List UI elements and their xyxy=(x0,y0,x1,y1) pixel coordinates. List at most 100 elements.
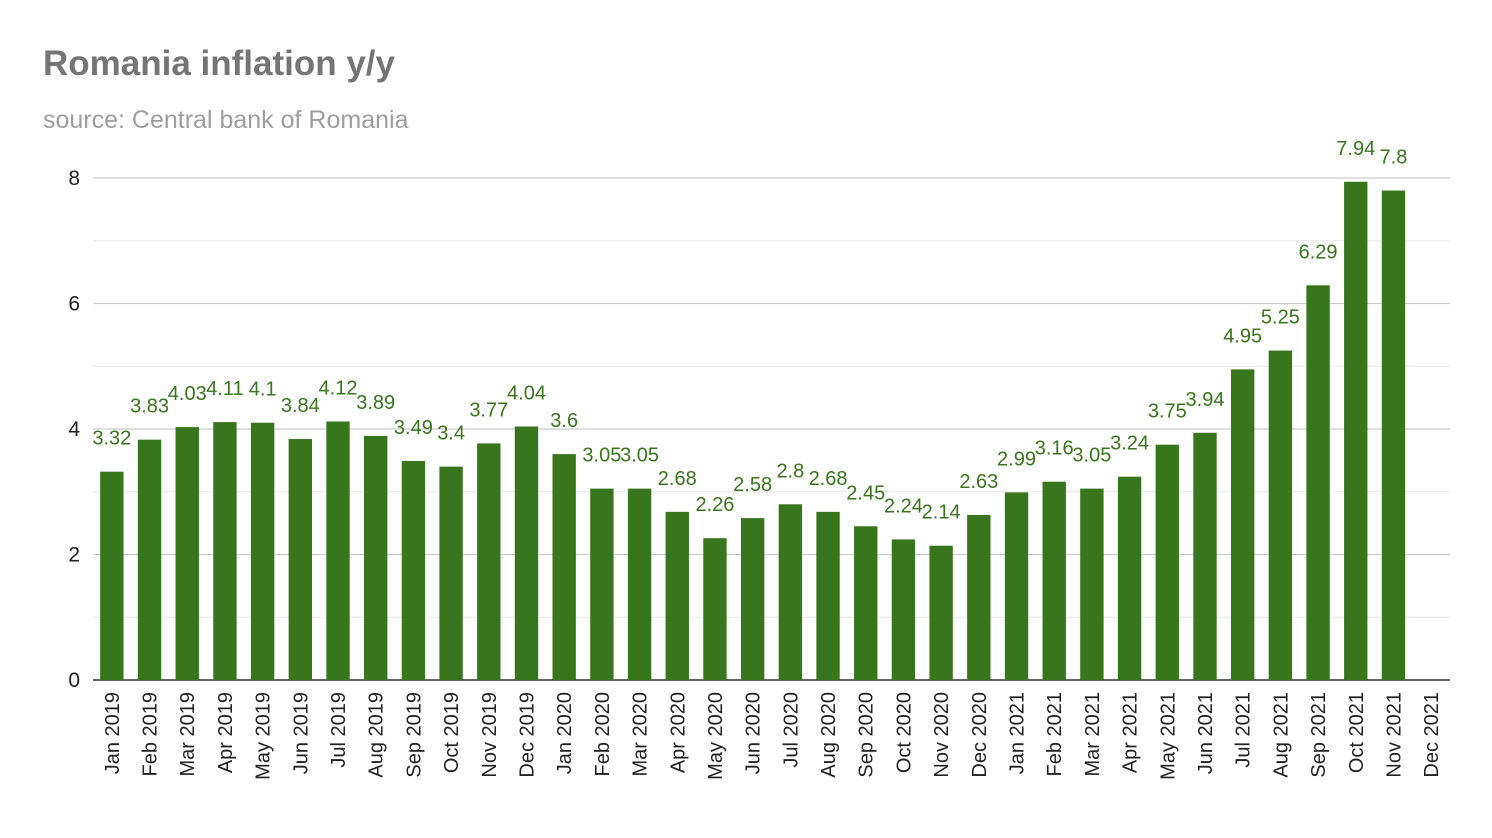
x-tick-label: Nov 2019 xyxy=(479,692,501,778)
data-label: 3.77 xyxy=(469,399,508,421)
bar xyxy=(1004,492,1029,680)
bar xyxy=(703,538,727,680)
bar xyxy=(891,539,916,680)
x-tick-label: Jun 2020 xyxy=(743,692,765,774)
x-tick-label: Mar 2020 xyxy=(630,692,652,777)
data-label: 3.84 xyxy=(281,395,320,417)
bar xyxy=(1155,444,1179,680)
bar xyxy=(816,511,840,680)
x-tick-label: Nov 2021 xyxy=(1383,692,1405,778)
x-tick-label: Jul 2019 xyxy=(328,692,350,768)
gridlines xyxy=(93,177,1450,681)
bar xyxy=(627,488,652,680)
data-label: 3.75 xyxy=(1148,401,1187,423)
data-label: 4.03 xyxy=(168,383,207,405)
y-tick-label: 8 xyxy=(68,167,80,190)
x-tick-label: Aug 2021 xyxy=(1270,692,1292,778)
bar xyxy=(1268,350,1293,680)
x-tick-label: Dec 2021 xyxy=(1421,692,1443,778)
data-label: 4.1 xyxy=(249,379,277,401)
y-axis: 0 2 4 6 8 xyxy=(68,167,80,692)
data-labels: 3.323.834.03 4.11 4.13.844.123.893.49 3.43.… xyxy=(92,138,1407,524)
bar xyxy=(364,435,388,680)
x-tick-label: Dec 2019 xyxy=(516,692,538,778)
x-tick-label: May 2019 xyxy=(253,692,275,780)
bar xyxy=(137,439,162,680)
y-tick-label: 4 xyxy=(68,418,80,441)
bar xyxy=(929,545,953,680)
x-tick-label: Sep 2020 xyxy=(856,692,878,778)
data-label: 3.49 xyxy=(394,417,433,439)
x-tick-label: Sep 2021 xyxy=(1308,692,1330,778)
bars xyxy=(100,181,1406,681)
data-label: 2.68 xyxy=(809,468,848,490)
bar xyxy=(326,421,350,680)
bar xyxy=(1230,369,1255,680)
data-label: 2.58 xyxy=(733,474,772,496)
bar xyxy=(250,422,275,680)
x-tick-label: Jan 2019 xyxy=(102,692,124,774)
x-tick-label: Mar 2021 xyxy=(1082,692,1104,777)
x-tick-label: Oct 2021 xyxy=(1346,692,1368,773)
bar xyxy=(213,422,237,680)
bar xyxy=(401,461,426,680)
bar xyxy=(854,526,878,680)
bar xyxy=(175,427,199,680)
y-tick-label: 6 xyxy=(68,293,80,316)
bar xyxy=(665,511,689,680)
data-label: 3.89 xyxy=(356,392,395,414)
data-label: 4.11 xyxy=(206,378,243,400)
data-label: 4.95 xyxy=(1223,325,1262,347)
x-tick-label: Apr 2020 xyxy=(667,692,689,773)
data-label: 7.8 xyxy=(1380,147,1408,169)
x-tick-label: Apr 2019 xyxy=(215,692,237,773)
data-label: 4.12 xyxy=(319,377,358,399)
bar xyxy=(740,518,765,680)
bar xyxy=(590,488,614,680)
x-tick-label: Feb 2020 xyxy=(592,692,614,777)
x-tick-label: Nov 2020 xyxy=(931,692,953,778)
data-label: 2.24 xyxy=(884,495,923,517)
bar xyxy=(1381,190,1406,681)
bar xyxy=(552,454,576,680)
data-label: 2.68 xyxy=(658,468,697,490)
x-tick-label: Dec 2020 xyxy=(969,692,991,778)
x-tick-label: Jun 2021 xyxy=(1195,692,1217,774)
data-label: 3.6 xyxy=(550,410,578,432)
data-label: 2.8 xyxy=(776,460,804,482)
x-tick-label: Feb 2019 xyxy=(140,692,162,777)
data-label: 3.4 xyxy=(437,423,465,445)
x-tick-label: Jan 2021 xyxy=(1007,692,1029,774)
x-tick-label: May 2020 xyxy=(705,692,727,780)
data-label: 3.05 xyxy=(582,445,621,467)
bar xyxy=(1344,181,1368,680)
bar xyxy=(288,439,313,680)
bar xyxy=(514,426,539,680)
x-tick-label: Jul 2021 xyxy=(1233,692,1255,768)
data-label: 2.99 xyxy=(997,448,1036,470)
bar xyxy=(1306,285,1330,680)
bar xyxy=(1117,476,1142,680)
data-label: 7.94 xyxy=(1336,138,1375,160)
x-tick-label: Jan 2020 xyxy=(554,692,576,774)
data-label: 2.45 xyxy=(846,482,885,504)
y-tick-label: 2 xyxy=(68,544,80,567)
data-label: 3.05 xyxy=(1072,445,1111,467)
x-tick-label: Aug 2020 xyxy=(818,692,840,778)
data-label: 3.83 xyxy=(130,396,169,418)
data-label: 2.26 xyxy=(695,494,734,516)
data-label: 2.14 xyxy=(922,502,961,524)
bar xyxy=(1193,432,1217,680)
data-label: 3.94 xyxy=(1186,389,1225,411)
data-label: 6.29 xyxy=(1299,241,1338,263)
x-tick-label: Aug 2019 xyxy=(366,692,388,778)
bar xyxy=(1080,488,1104,680)
data-label: 3.32 xyxy=(92,428,131,450)
x-tick-label: Sep 2019 xyxy=(403,692,425,778)
y-tick-label: 0 xyxy=(68,669,80,692)
chart-title: Romania inflation y/y xyxy=(43,44,395,83)
data-label: 4.04 xyxy=(507,382,546,404)
x-tick-label: Oct 2019 xyxy=(441,692,463,773)
data-label: 3.05 xyxy=(620,445,659,467)
